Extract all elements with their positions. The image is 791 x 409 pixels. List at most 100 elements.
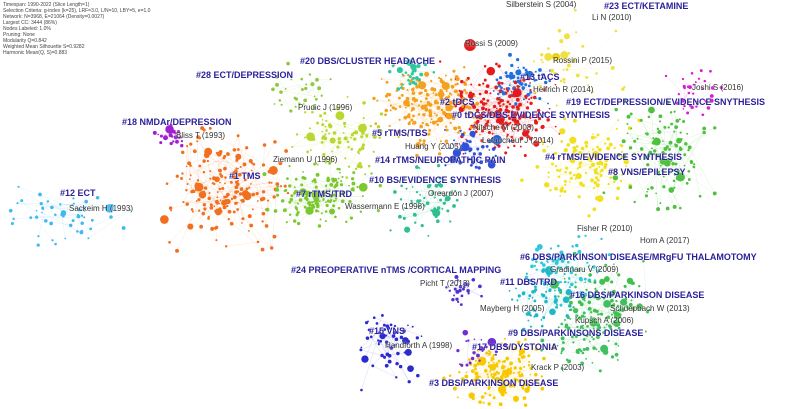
network-node (181, 172, 184, 175)
network-node (444, 139, 449, 144)
cluster-label-24[interactable]: #24 PREOPERATIVE nTMS /CORTICAL MAPPING (291, 265, 502, 275)
author-label[interactable]: Gradinaru V (2009) (550, 265, 619, 274)
cluster-label-28[interactable]: #28 ECT/DEPRESSION (196, 70, 294, 80)
network-node (617, 345, 620, 347)
network-node (451, 297, 455, 302)
network-edge (166, 147, 247, 184)
network-node (523, 282, 526, 286)
network-node (170, 209, 172, 212)
cluster-label-16[interactable]: #16 DBS/PARKINSON DISEASE (570, 290, 705, 300)
cluster-label-1[interactable]: #1 TMS (229, 171, 261, 181)
author-label[interactable]: Fisher R (2010) (577, 224, 633, 233)
author-label[interactable]: Sackeim H (1993) (69, 204, 134, 213)
cluster-label-4[interactable]: #4 rTMS/EVIDENCE SYNTHESIS (545, 152, 683, 162)
cluster-label-9[interactable]: #9 DBS/PARKINSONS DISEASE (508, 328, 644, 338)
author-label[interactable]: Kupsch A (2006) (575, 316, 634, 325)
network-node (82, 206, 85, 209)
network-node (514, 102, 518, 106)
network-node (460, 161, 463, 164)
cluster-label-19[interactable]: #19 ECT/DEPRESSION/EVIDENCE SNYTHESIS (566, 97, 766, 107)
network-node (540, 58, 543, 61)
author-label[interactable]: Huang Y (2005) (405, 142, 462, 151)
author-label[interactable]: Krack P (2003) (531, 363, 585, 372)
cluster-label-3[interactable]: #3 DBS/PARKINSON DISEASE (429, 378, 559, 388)
author-label[interactable]: Silberstein S (2004) (506, 0, 577, 9)
author-label[interactable]: Picht T (2013) (420, 279, 470, 288)
cluster-label-17[interactable]: #17 DBS/DYSTONIA (472, 342, 558, 352)
network-node (471, 278, 476, 282)
network-node (592, 327, 595, 330)
author-label[interactable]: Schuepbach W (2013) (610, 304, 690, 313)
network-edge (322, 132, 363, 143)
cluster-label-10[interactable]: #10 BS/EVIDENCE SYNTHESIS (369, 175, 502, 185)
network-edge (483, 361, 530, 363)
network-node (527, 319, 530, 322)
cluster-label-18[interactable]: #18 NMDAr/DEPRESSION (122, 117, 232, 127)
cluster-label-11[interactable]: #11 DBS/TRD (500, 277, 558, 287)
author-label[interactable]: Mayberg H (2005) (480, 304, 545, 313)
network-edge (205, 157, 225, 189)
author-label[interactable]: Joshi S (2016) (692, 83, 744, 92)
network-edge (424, 180, 453, 199)
network-node (572, 307, 579, 314)
author-label[interactable]: Oreardon J (2007) (428, 189, 494, 198)
author-label[interactable]: Lefaucheur J (2014) (482, 136, 554, 145)
network-node (513, 86, 516, 89)
network-node (628, 170, 631, 174)
cluster-label-12[interactable]: #12 ECT (60, 188, 96, 198)
network-node (359, 210, 363, 213)
author-label[interactable]: Handforth A (1998) (385, 341, 453, 350)
cluster-label-8[interactable]: #8 VNS/EPILEPSY (608, 167, 686, 177)
network-edge (494, 365, 536, 381)
author-label[interactable]: Rossi S (2009) (465, 39, 518, 48)
author-label[interactable]: Wassermann E (1998) (345, 202, 425, 211)
author-label[interactable]: Helfrich R (2014) (533, 85, 594, 94)
author-label[interactable]: Rossini P (2015) (553, 56, 612, 65)
network-node (491, 375, 495, 379)
network-node (599, 170, 602, 173)
author-label[interactable]: Bliss T (1993) (176, 131, 226, 140)
network-edge (595, 306, 628, 312)
network-node (364, 321, 369, 325)
network-node (169, 123, 173, 127)
network-node (619, 143, 622, 146)
cluster-label-5[interactable]: #5 rTMS/TBS (372, 128, 428, 138)
network-node (465, 371, 468, 374)
network-node (372, 316, 376, 320)
network-node (686, 132, 689, 135)
cluster-label-0[interactable]: #0 tDCS/DBS EVIDENCE SYNTHESIS (452, 110, 611, 120)
network-node (441, 82, 450, 91)
network-edge (693, 80, 705, 86)
network-node (643, 155, 648, 160)
network-edge (532, 291, 557, 308)
network-edge (183, 201, 229, 203)
cluster-label-20[interactable]: #20 DBS/CLUSTER HEADACHE (300, 56, 436, 66)
network-node (397, 135, 400, 139)
cluster-label-2[interactable]: #2 tDCS (440, 97, 475, 107)
cluster-label-23[interactable]: #23 ECT/KETAMINE (604, 1, 689, 11)
network-node (203, 207, 207, 211)
network-node (448, 191, 452, 195)
network-node (474, 125, 478, 129)
cluster-label-14[interactable]: #14 rTMS/NEUROPATHIC PAIN (375, 155, 506, 165)
author-label[interactable]: Ziemann U (1996) (273, 155, 338, 164)
author-label[interactable]: Nitsche M (2008) (473, 123, 534, 132)
network-node (342, 121, 347, 126)
network-node (220, 174, 224, 178)
author-label[interactable]: Horn A (2017) (640, 236, 690, 245)
cluster-label-6[interactable]: #6 DBS/PARKINSON DISEASE/MRgFU THALAMOTO… (520, 252, 757, 262)
network-node (577, 195, 581, 199)
network-node (359, 126, 364, 131)
network-node (633, 200, 636, 204)
network-edge (322, 119, 380, 139)
network-node (350, 136, 352, 139)
network-node (522, 98, 525, 101)
author-label[interactable]: Li N (2010) (592, 13, 632, 22)
cluster-label-15[interactable]: #15 VNS (369, 326, 406, 336)
author-label[interactable]: Prudic J (1996) (298, 103, 353, 112)
network-node (495, 78, 499, 82)
network-edge (211, 204, 225, 208)
network-node (554, 271, 557, 275)
cluster-label-13[interactable]: #13 tACS (520, 72, 560, 82)
cluster-label-7[interactable]: #7 rTMS/TRD (296, 189, 353, 199)
